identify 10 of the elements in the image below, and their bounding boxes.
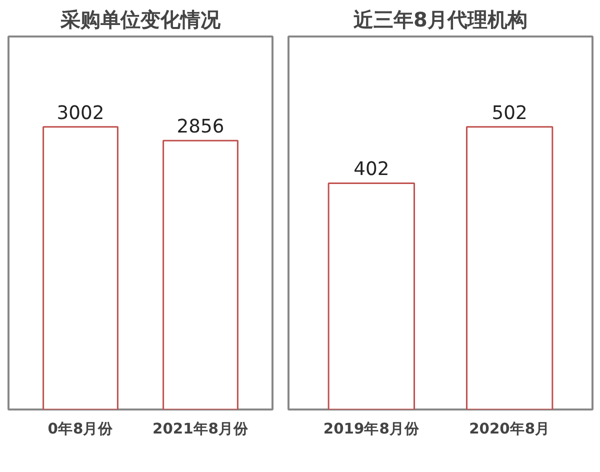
chart-title: 采购单位变化情况 [60,8,222,32]
data-label: 402 [354,159,390,180]
x-tick-label: 2021年8月份 [152,420,250,438]
chart-title: 近三年8月代理机构 [352,8,528,32]
data-label: 3002 [56,102,104,124]
x-tick-label: 2019年8月份 [323,420,420,438]
x-tick-label: 0年8月份 [48,420,114,438]
x-tick-label: 2020年8月 [469,420,550,438]
data-label: 502 [492,102,528,124]
data-label: 2856 [176,116,224,138]
